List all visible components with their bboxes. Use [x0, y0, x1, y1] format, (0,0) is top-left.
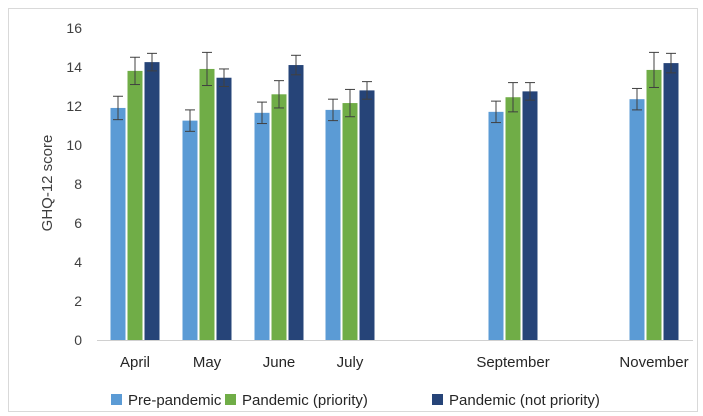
bar	[110, 107, 126, 340]
error-bar	[185, 109, 195, 132]
x-tick-label: May	[193, 354, 222, 371]
bar	[199, 68, 215, 340]
bar	[254, 112, 270, 340]
bar	[144, 62, 160, 340]
bar	[663, 63, 679, 340]
bar	[629, 99, 645, 340]
y-tick-label: 16	[66, 20, 82, 36]
y-tick-label: 2	[74, 293, 82, 309]
error-bar	[491, 100, 501, 124]
legend-label: Pandemic (not priority)	[449, 392, 600, 409]
legend-item: Pre-pandemic	[111, 392, 222, 409]
legend-item: Pandemic (not priority)	[432, 392, 600, 409]
x-tick-label: June	[263, 354, 296, 371]
bar-group-may	[182, 51, 232, 340]
x-tick-label: July	[337, 354, 364, 371]
chart-frame	[8, 8, 698, 412]
bar	[342, 103, 358, 340]
y-tick-label: 6	[74, 215, 82, 231]
bar	[216, 77, 232, 340]
bar-group-july	[325, 81, 375, 341]
error-bar	[147, 52, 157, 72]
error-bar	[274, 80, 284, 109]
bar-group-september	[488, 82, 538, 340]
bar	[646, 69, 662, 341]
legend-swatch	[111, 394, 122, 405]
bar	[271, 94, 287, 340]
error-bar	[666, 52, 676, 74]
bar	[127, 70, 143, 341]
legend-swatch	[225, 394, 236, 405]
bar	[182, 120, 198, 340]
bar	[325, 109, 341, 341]
error-bar	[291, 54, 301, 76]
y-tick-label: 14	[66, 59, 82, 75]
legend-label: Pandemic (priority)	[242, 392, 368, 409]
y-tick-label: 0	[74, 332, 82, 348]
bar	[488, 111, 504, 340]
legend-item: Pandemic (priority)	[225, 392, 368, 409]
error-bar	[508, 82, 518, 113]
error-bar	[202, 51, 212, 87]
legend: Pre-pandemic Pandemic (priority) Pandemic …	[111, 392, 600, 409]
bar	[505, 97, 521, 340]
bar-groups	[110, 51, 679, 341]
error-bar	[130, 56, 140, 86]
bar-group-april	[110, 52, 160, 341]
x-axis-tick-labels: April May June July September November	[120, 354, 689, 371]
x-tick-label: April	[120, 354, 150, 371]
error-bar	[649, 51, 659, 88]
y-axis-label: GHQ-12 score	[39, 135, 56, 232]
legend-label: Pre-pandemic	[128, 392, 222, 409]
bar	[288, 65, 304, 341]
error-bar	[632, 87, 642, 111]
error-bar	[345, 88, 355, 118]
error-bar	[362, 81, 372, 100]
error-bar	[257, 101, 267, 125]
bar-group-november	[629, 51, 679, 341]
x-tick-label: September	[476, 354, 549, 371]
y-tick-label: 10	[66, 137, 82, 153]
error-bar	[525, 82, 535, 101]
bar-group-june	[254, 54, 304, 341]
error-bar	[219, 68, 229, 87]
error-bar	[328, 98, 338, 122]
bar	[359, 90, 375, 341]
legend-swatch	[432, 394, 443, 405]
error-bar	[113, 95, 123, 121]
x-tick-label: November	[619, 354, 688, 371]
y-tick-label: 4	[74, 254, 82, 270]
y-tick-label: 12	[66, 98, 82, 114]
bar	[522, 91, 538, 340]
y-axis: 0 2 4 6 8 10 12 14 16	[66, 20, 82, 348]
y-tick-label: 8	[74, 176, 82, 192]
